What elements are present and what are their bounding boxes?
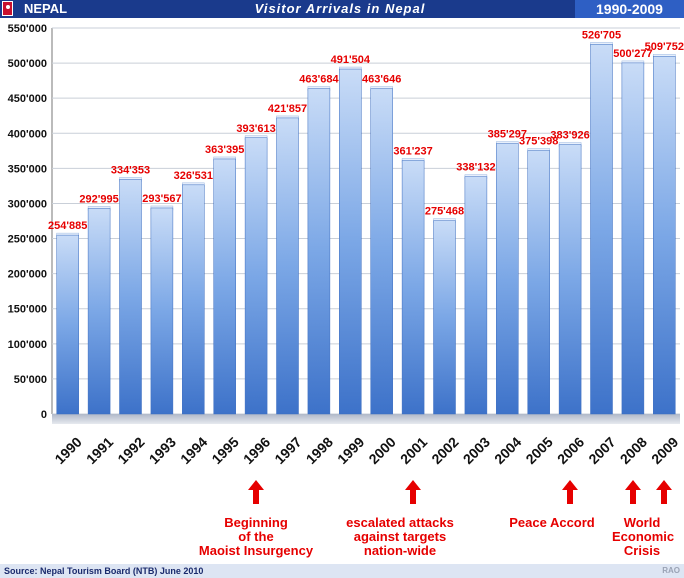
- bar: [182, 184, 205, 415]
- bar: [653, 55, 676, 415]
- bar: [370, 88, 393, 415]
- x-tick-label: 2007: [585, 434, 618, 467]
- bar: [213, 158, 236, 415]
- y-tick-label: 200'000: [8, 269, 47, 281]
- bar: [496, 143, 519, 415]
- data-label: 363'395: [205, 144, 244, 156]
- data-label: 463'646: [362, 74, 401, 86]
- y-tick-label: 350'000: [8, 163, 47, 175]
- y-tick-label: 550'000: [8, 23, 47, 35]
- chart-floor: [52, 414, 680, 424]
- annotation-note: Peace Accord: [509, 515, 595, 530]
- red-up-arrow-icon: [562, 480, 579, 504]
- x-tick-label: 2002: [428, 434, 461, 467]
- x-tick-label: 2004: [491, 434, 524, 467]
- data-label: 326'531: [174, 170, 213, 182]
- x-tick-label: 2006: [554, 434, 587, 467]
- y-tick-label: 150'000: [8, 304, 47, 316]
- y-tick-label: 300'000: [8, 198, 47, 210]
- bar: [558, 144, 582, 415]
- annotation-note: World Economic Crisis: [612, 515, 675, 558]
- bar: [433, 220, 456, 415]
- y-tick-label: 0: [41, 409, 47, 421]
- annotation-note: escalated attacks against targets nation…: [346, 515, 454, 558]
- data-label: 526'705: [582, 29, 621, 41]
- x-tick-label: 1994: [177, 434, 210, 467]
- bar: [276, 117, 299, 415]
- bar-chart: 254'885 292'995 334'353 293'567 326'531 363'3…: [8, 23, 684, 467]
- bar: [150, 207, 174, 415]
- bar: [87, 208, 111, 415]
- x-tick-label: 2000: [365, 434, 398, 467]
- data-label: 334'353: [111, 164, 150, 176]
- bar: [119, 179, 142, 415]
- bar: [307, 88, 331, 415]
- bar: [464, 176, 488, 415]
- data-label: 292'995: [79, 193, 118, 205]
- bar: [56, 234, 79, 415]
- y-tick-label: 400'000: [8, 128, 47, 140]
- nepal-flag-icon: [2, 1, 13, 16]
- data-label: 463'684: [299, 74, 339, 86]
- x-tick-label: 1996: [240, 434, 273, 467]
- bar: [590, 44, 613, 415]
- data-label: 491'504: [331, 54, 371, 66]
- data-label: 421'857: [268, 103, 307, 115]
- data-label: 385'297: [488, 129, 527, 141]
- y-tick-label: 450'000: [8, 93, 47, 105]
- annotation-note: Beginning of the Maoist Insurgency: [198, 515, 314, 558]
- x-tick-label: 2003: [460, 434, 493, 467]
- data-label: 293'567: [142, 193, 181, 205]
- y-tick-label: 100'000: [8, 339, 47, 351]
- bar: [621, 62, 645, 415]
- x-tick-label: 1998: [303, 434, 336, 467]
- x-tick-label: 1990: [51, 434, 84, 467]
- x-tick-label: 1991: [83, 434, 116, 467]
- red-up-arrow-icon: [656, 480, 673, 504]
- x-tick-label: 2009: [648, 434, 681, 467]
- data-label: 509'752: [645, 41, 684, 53]
- data-label: 361'237: [393, 145, 432, 157]
- data-label: 375'398: [519, 136, 558, 148]
- data-label: 275'468: [425, 206, 464, 218]
- author-mark: RAO: [662, 566, 680, 575]
- x-tick-label: 2008: [617, 434, 650, 467]
- red-up-arrow-icon: [405, 480, 422, 504]
- chart-title: Visitor Arrivals in Nepal: [254, 1, 426, 16]
- data-label: 393'613: [236, 123, 275, 135]
- x-tick-label: 1999: [334, 434, 367, 467]
- header-bar: NEPAL Visitor Arrivals in Nepal 1990-200…: [0, 0, 684, 18]
- x-tick-label: 1992: [114, 434, 147, 467]
- red-up-arrow-icon: [248, 480, 265, 504]
- x-tick-label: 1995: [208, 434, 241, 467]
- data-label: 338'132: [456, 162, 495, 174]
- source-note: Source: Nepal Tourism Board (NTB) June 2…: [4, 566, 204, 576]
- bar: [339, 68, 362, 415]
- x-tick-label: 2005: [522, 434, 555, 467]
- y-tick-label: 50'000: [14, 374, 47, 386]
- red-up-arrow-icon: [624, 480, 641, 504]
- bar: [527, 150, 550, 415]
- x-tick-label: 1993: [146, 434, 179, 467]
- data-label: 500'277: [613, 48, 652, 60]
- data-label: 383'926: [550, 130, 589, 142]
- country-label: NEPAL: [24, 1, 68, 16]
- bar: [244, 137, 268, 415]
- data-label: 254'885: [48, 220, 87, 232]
- x-tick-label: 1997: [271, 434, 304, 467]
- y-tick-label: 250'000: [8, 234, 47, 246]
- bar: [401, 160, 425, 415]
- x-tick-label: 2001: [397, 434, 430, 467]
- y-tick-label: 500'000: [8, 58, 47, 70]
- footer-bar: Source: Nepal Tourism Board (NTB) June 2…: [0, 564, 684, 578]
- year-range-label: 1990-2009: [575, 0, 684, 18]
